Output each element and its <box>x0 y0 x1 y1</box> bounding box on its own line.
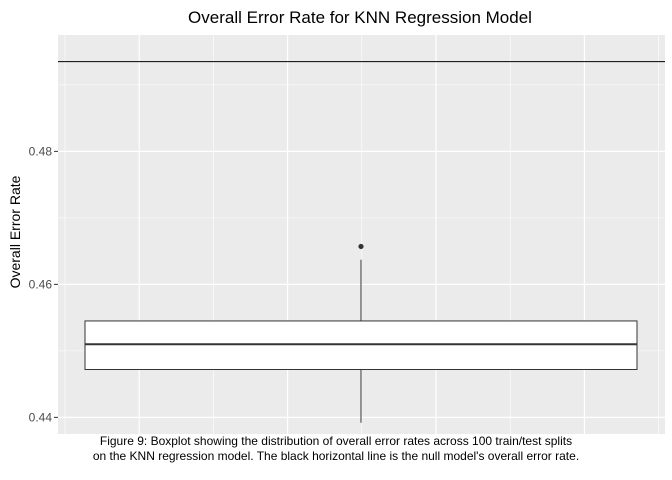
y-tick-label: 0.46 <box>29 277 53 291</box>
chart-title: Overall Error Rate for KNN Regression Mo… <box>188 8 532 27</box>
chart: Overall Error Rate for KNN Regression Mo… <box>7 8 665 434</box>
caption-line-1: Figure 9: Boxplot showing the distributi… <box>99 434 573 448</box>
marks <box>58 61 665 423</box>
figure-caption: Figure 9: Boxplot showing the distributi… <box>0 434 672 464</box>
y-axis-ticks: 0.44 0.46 0.48 <box>29 144 58 424</box>
outlier-point <box>358 243 364 250</box>
y-tick-label: 0.48 <box>29 144 53 158</box>
caption-line-2: on the KNN regression model. The black h… <box>92 449 580 463</box>
y-axis-label: Overall Error Rate <box>7 175 23 288</box>
y-tick-label: 0.44 <box>29 410 53 424</box>
